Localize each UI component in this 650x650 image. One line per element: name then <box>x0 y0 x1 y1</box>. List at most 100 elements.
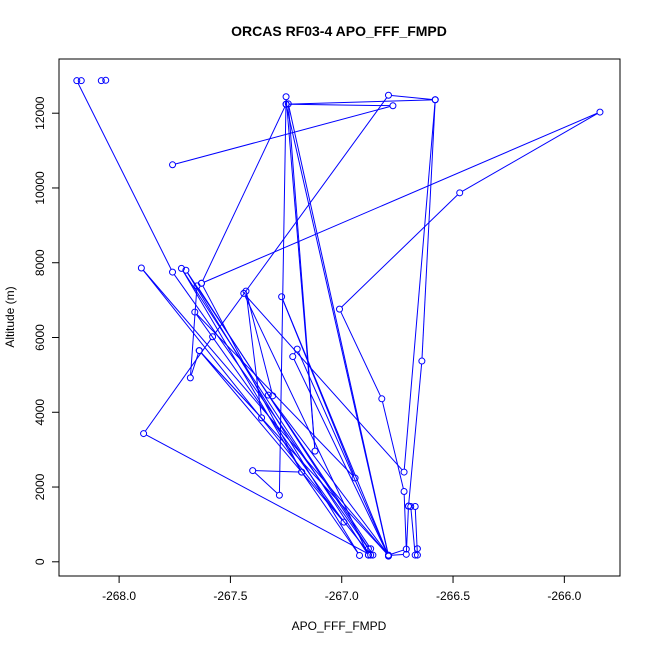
data-point <box>191 308 199 316</box>
data-point <box>351 474 359 482</box>
data-point <box>97 77 105 85</box>
series-line-segment <box>289 103 390 107</box>
series-line-segment <box>391 95 433 100</box>
data-point <box>177 264 185 272</box>
data-point <box>364 551 372 559</box>
data-point <box>402 545 410 553</box>
x-tick-label: -266.5 <box>436 589 470 603</box>
data-point <box>400 488 408 496</box>
data-point <box>137 264 145 272</box>
series-line-segment <box>255 470 299 473</box>
series-line-segment <box>182 270 368 553</box>
y-tick-label: 4000 <box>33 399 47 426</box>
series-line-segment <box>405 509 409 552</box>
series-line-segment <box>200 352 260 417</box>
series-line-segment <box>187 272 370 547</box>
data-point <box>402 550 410 558</box>
y-tick-label: 10000 <box>33 171 47 205</box>
series-line-segment <box>289 99 433 105</box>
data-point <box>242 287 250 295</box>
data-point <box>336 305 343 313</box>
data-point <box>275 491 283 499</box>
series-line-segment <box>200 352 343 521</box>
x-tick-label: -267.0 <box>325 589 359 603</box>
series-line-segment <box>202 285 301 470</box>
series-line-segment <box>403 494 407 547</box>
data-point <box>418 357 426 365</box>
data-point <box>282 100 290 108</box>
data-point <box>298 468 306 476</box>
data-point <box>289 353 297 361</box>
x-tick-label: -266.0 <box>547 589 581 603</box>
data-point <box>73 77 81 85</box>
data-point <box>456 189 464 197</box>
data-point <box>356 551 364 559</box>
data-point <box>169 268 177 276</box>
series-line-segment <box>213 97 388 335</box>
series-line-segment <box>278 99 287 493</box>
series-line-segment <box>462 113 598 192</box>
series-line-segment <box>204 112 598 283</box>
series-line-segment <box>146 434 369 555</box>
x-axis: -268.0 -267.5 -267.0 -266.5 -266.0 <box>102 575 582 603</box>
data-point <box>293 345 301 353</box>
y-tick-label: 0 <box>33 558 47 565</box>
data-point <box>431 96 439 104</box>
series-line-segment <box>297 351 388 554</box>
series-layer <box>73 76 604 560</box>
data-point <box>264 391 272 399</box>
data-point <box>140 430 148 438</box>
series-line-segment <box>410 509 416 553</box>
data-point <box>258 414 266 422</box>
data-point <box>269 392 277 400</box>
data-point <box>311 447 319 455</box>
data-point <box>378 395 386 403</box>
series-line-segment <box>202 106 286 281</box>
data-point <box>249 467 257 475</box>
series-line-segment <box>144 338 212 432</box>
series-line-segment <box>408 363 423 504</box>
data-point <box>209 333 217 341</box>
data-point <box>282 93 290 101</box>
data-point <box>384 91 392 99</box>
data-point <box>389 102 397 110</box>
x-tick-label: -268.0 <box>102 589 136 603</box>
series-line-segment <box>77 83 172 270</box>
series-line-segment <box>173 274 368 547</box>
y-tick-label: 12000 <box>33 96 47 130</box>
data-point <box>596 108 604 116</box>
data-point <box>411 551 419 559</box>
series-line-segment <box>403 102 436 470</box>
series-line-segment <box>414 509 418 553</box>
series-line-segment <box>421 102 436 359</box>
data-point <box>182 266 190 274</box>
y-axis-label: Altitude (m) <box>3 286 17 347</box>
series-line-segment <box>288 106 389 553</box>
data-point <box>367 545 375 553</box>
series-line-segment <box>391 554 404 556</box>
data-point <box>77 77 85 85</box>
series-line-segment <box>302 474 359 554</box>
data-point <box>278 293 286 301</box>
series-line-segment <box>282 299 355 476</box>
y-tick-label: 2000 <box>33 473 47 500</box>
y-axis: 0 2000 4000 6000 8000 10000 12000 <box>33 96 60 565</box>
series-line-segment <box>190 288 198 375</box>
series-line-segment <box>246 293 273 394</box>
x-tick-label: -267.5 <box>213 589 247 603</box>
data-point <box>240 289 248 297</box>
data-point <box>369 551 377 559</box>
series-line-segment <box>391 549 404 555</box>
chart-title: ORCAS RF03-4 APO_FFF_FMPD <box>231 23 447 39</box>
series-line-segment <box>285 99 316 449</box>
data-point <box>169 161 177 169</box>
series-line-segment <box>269 397 388 553</box>
series-line-segment <box>196 314 343 521</box>
series-line-segment <box>340 311 381 397</box>
data-point <box>186 374 194 382</box>
data-point <box>197 279 205 287</box>
series-line-segment <box>293 359 388 554</box>
data-point <box>384 551 392 559</box>
series-line-segment <box>175 106 391 165</box>
